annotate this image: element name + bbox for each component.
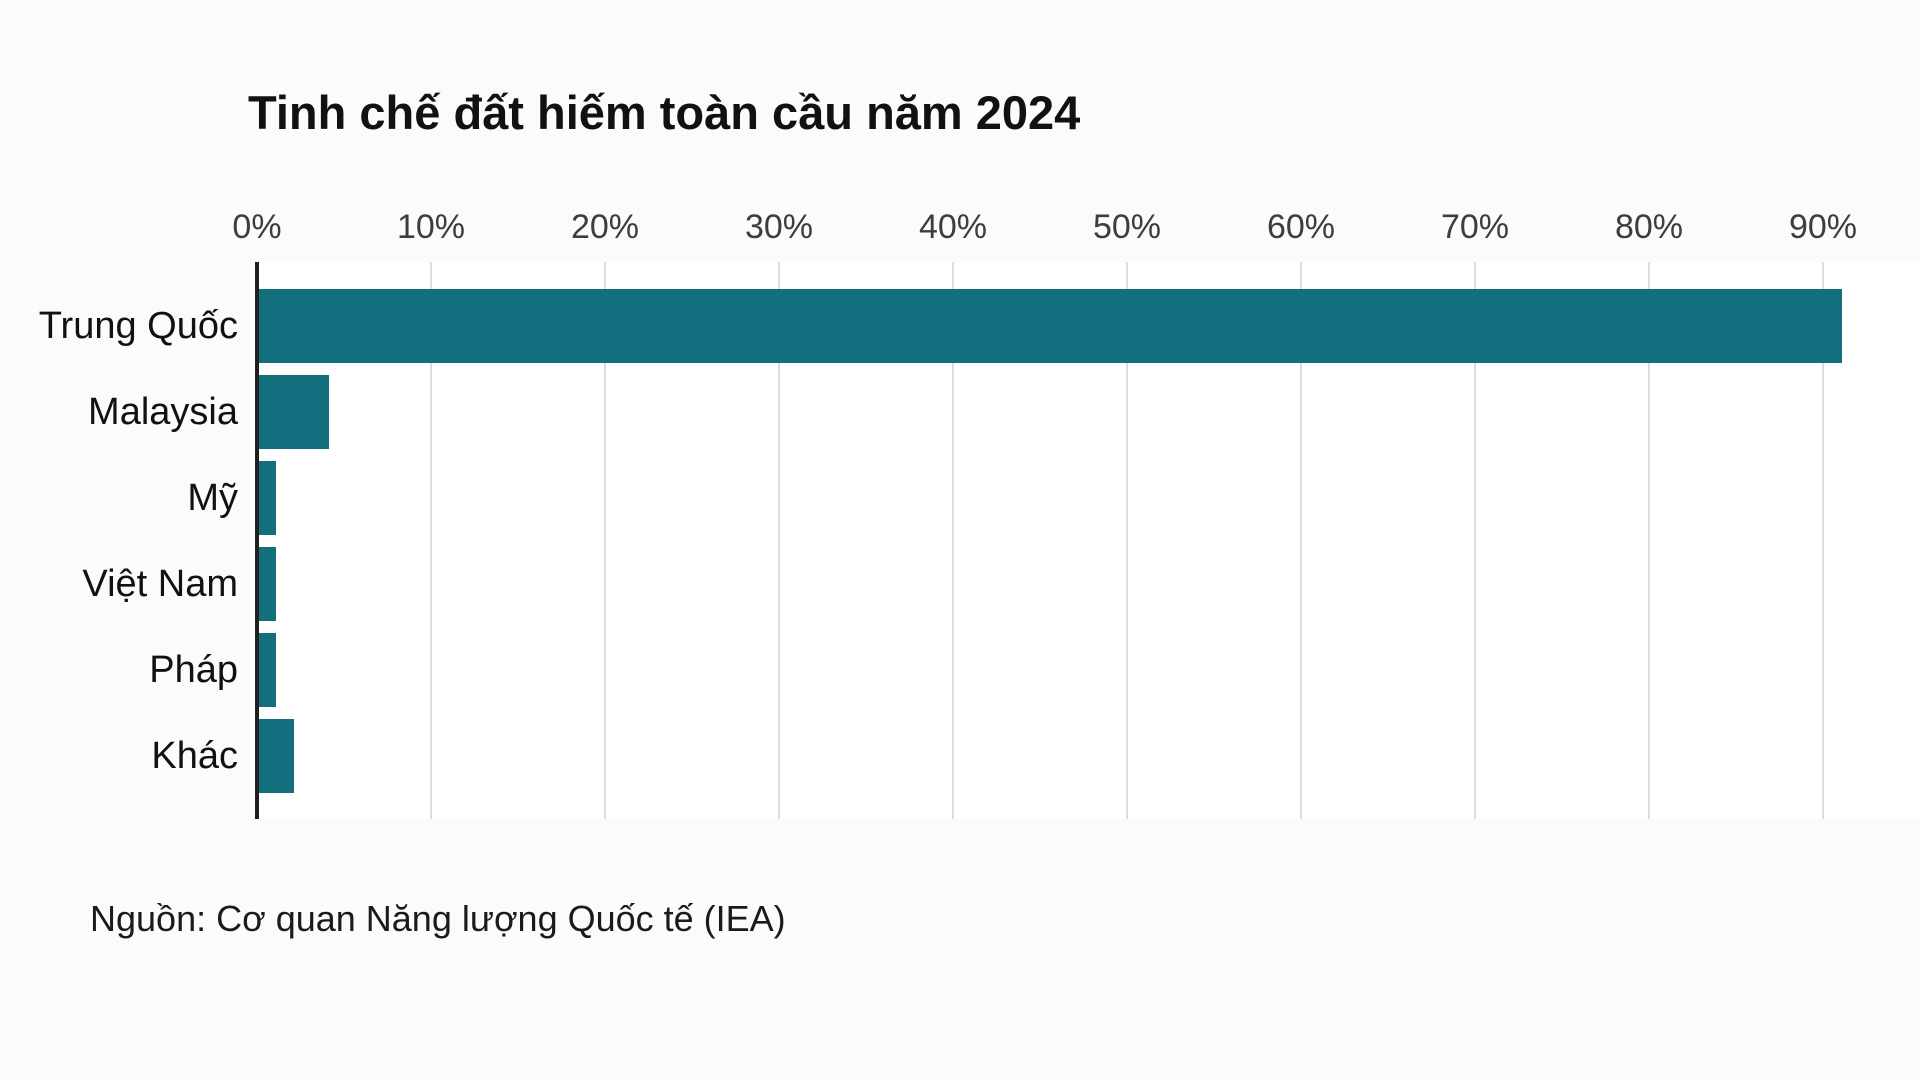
bar-1 xyxy=(259,375,329,449)
chart-title: Tinh chế đất hiếm toàn cầu năm 2024 xyxy=(248,86,1081,139)
bar-4 xyxy=(259,633,277,707)
gridline xyxy=(430,262,432,819)
gridline xyxy=(778,262,780,819)
x-tick-label: 90% xyxy=(1788,208,1858,246)
x-tick-label: 0% xyxy=(232,208,282,246)
category-label: Trung Quốc xyxy=(38,305,238,347)
category-label: Pháp xyxy=(149,649,238,691)
category-label: Malaysia xyxy=(88,391,238,433)
gridline xyxy=(604,262,606,819)
x-tick-label: 10% xyxy=(396,208,466,246)
gridline xyxy=(1126,262,1128,819)
category-label: Mỹ xyxy=(187,477,238,519)
category-label: Việt Nam xyxy=(82,563,238,605)
gridline xyxy=(952,262,954,819)
x-tick-label: 40% xyxy=(918,208,988,246)
gridline xyxy=(1648,262,1650,819)
x-tick-label: 80% xyxy=(1614,208,1684,246)
bar-3 xyxy=(259,547,277,621)
gridline xyxy=(1300,262,1302,819)
x-tick-label: 70% xyxy=(1440,208,1510,246)
gridline xyxy=(1474,262,1476,819)
x-tick-label: 60% xyxy=(1266,208,1336,246)
x-tick-label: 30% xyxy=(744,208,814,246)
x-tick-label: 20% xyxy=(570,208,640,246)
bar-5 xyxy=(259,719,294,793)
bar-2 xyxy=(259,461,277,535)
source-note: Nguồn: Cơ quan Năng lượng Quốc tế (IEA) xyxy=(90,898,786,939)
y-axis-line xyxy=(255,262,259,819)
bar-0 xyxy=(259,289,1843,363)
x-tick-label: 50% xyxy=(1092,208,1162,246)
category-label: Khác xyxy=(151,735,238,777)
gridline xyxy=(1822,262,1824,819)
